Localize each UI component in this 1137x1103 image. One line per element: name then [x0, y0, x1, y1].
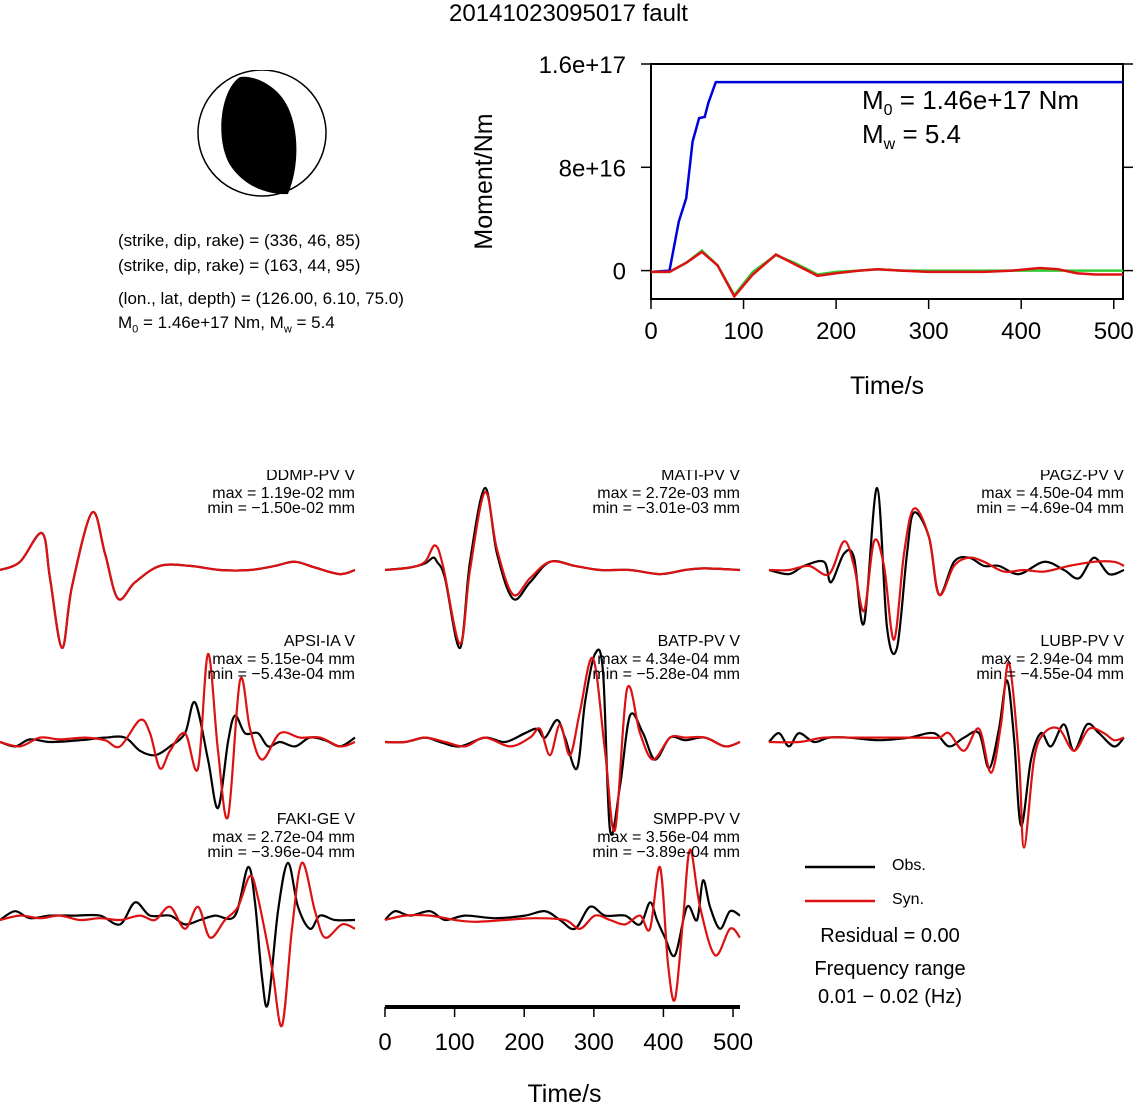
moment-annotation-mw: Mw = 5.4 — [862, 119, 962, 154]
moment-x-tick-label: 400 — [1001, 318, 1041, 345]
waveform-x-tick-label: 0 — [378, 1029, 391, 1056]
legend-obs-label: Obs. — [892, 857, 926, 874]
moment-y-axis-label: Moment/Nm — [470, 113, 498, 249]
moment-series-moment — [650, 80, 1123, 274]
waveform-min-label: min = −5.43e-04 mm — [207, 666, 355, 683]
waveform-min-label: min = −4.55e-04 mm — [976, 666, 1124, 683]
focal-plane-1: (strike, dip, rake) = (336, 46, 85) — [118, 231, 361, 250]
waveform-obs-trace — [0, 861, 356, 1008]
waveform-min-label: min = −3.89e-04 mm — [592, 844, 740, 861]
frequency-range-value: 0.01 − 0.02 (Hz) — [818, 986, 962, 1008]
waveform-station-name: BATP-PV V — [658, 633, 741, 650]
moment-x-axis-label: Time/s — [850, 372, 924, 400]
frequency-range-label: Frequency range — [814, 958, 966, 980]
waveform-max-label: max = 5.15e-04 mm — [212, 651, 355, 668]
waveform-station-name: LUBP-PV V — [1040, 633, 1124, 650]
waveform-max-label: max = 1.19e-02 mm — [212, 485, 355, 502]
waveform-syn-trace — [0, 652, 356, 820]
waveform-station-name: MATI-PV V — [661, 470, 740, 484]
waveform-max-label: max = 3.56e-04 mm — [597, 829, 740, 846]
waveform-obs-trace — [0, 701, 356, 810]
moment-annotation-m0: M0 = 1.46e+17 Nm — [862, 85, 1080, 120]
waveform-min-label: min = −1.50e-02 mm — [207, 500, 355, 517]
waveform-syn-trace — [384, 848, 741, 1002]
waveform-x-axis-label: Time/s — [527, 1080, 601, 1103]
waveform-syn-trace — [0, 511, 356, 650]
source-location: (lon., lat, depth) = (126.00, 6.10, 75.0… — [118, 289, 404, 308]
waveform-syn-trace — [768, 661, 1125, 849]
moment-x-tick-label: 300 — [909, 318, 949, 345]
waveform-station-name: FAKI-GE V — [277, 811, 356, 828]
waveform-station-name: SMPP-PV V — [653, 811, 740, 828]
moment-x-tick-label: 200 — [816, 318, 856, 345]
waveform-syn-trace — [384, 656, 741, 833]
moment-series-syn — [651, 250, 1123, 299]
waveform-min-label: min = −3.96e-04 mm — [207, 844, 355, 861]
focal-plane-2: (strike, dip, rake) = (163, 44, 95) — [118, 256, 361, 275]
waveform-obs-trace — [384, 879, 741, 958]
legend — [805, 865, 875, 903]
waveform-x-tick-label: 300 — [574, 1029, 614, 1056]
waveform-max-label: max = 2.72e-04 mm — [212, 829, 355, 846]
waveform-obs-trace — [768, 486, 1125, 655]
waveform-station-name: APSI-IA V — [284, 633, 355, 650]
waveform-min-label: min = −3.01e-03 mm — [592, 500, 740, 517]
legend-syn-label: Syn. — [892, 891, 925, 908]
moment-y-tick-label: 1.6e+17 — [539, 52, 626, 79]
waveform-x-tick-label: 500 — [713, 1029, 753, 1056]
waveform-max-label: max = 2.94e-04 mm — [981, 651, 1124, 668]
waveform-obs-trace — [0, 511, 356, 650]
waveform-x-tick-label: 100 — [435, 1029, 475, 1056]
waveform-max-label: max = 4.50e-04 mm — [981, 485, 1124, 502]
waveform-station-name: DDMP-PV V — [266, 470, 355, 484]
focal-mechanism-beachball — [197, 70, 327, 197]
moment-summary: M0 = 1.46e+17 Nm, Mw = 5.4 — [118, 313, 335, 336]
page-title: 20141023095017 fault — [449, 0, 688, 27]
waveform-station-name: PAGZ-PV V — [1040, 470, 1124, 484]
waveform-max-label: max = 4.34e-04 mm — [597, 651, 740, 668]
moment-x-tick-label: 100 — [724, 318, 764, 345]
waveform-x-tick-label: 200 — [504, 1029, 544, 1056]
waveform-x-tick-label: 400 — [643, 1029, 683, 1056]
waveform-syn-trace — [384, 490, 741, 645]
moment-y-tick-label: 8e+16 — [559, 155, 626, 182]
moment-x-tick-label: 500 — [1094, 318, 1134, 345]
moment-y-tick-label: 0 — [613, 259, 626, 286]
residual-label: Residual = 0.00 — [820, 925, 960, 947]
moment-plot-frame — [650, 63, 1124, 300]
waveform-syn-trace — [768, 507, 1125, 641]
waveform-min-label: min = −5.28e-04 mm — [592, 666, 740, 683]
waveform-max-label: max = 2.72e-03 mm — [597, 485, 740, 502]
waveform-syn-trace — [0, 861, 356, 1028]
waveform-obs-trace — [768, 679, 1125, 827]
moment-chart: 0 100 200 300 400 500 0 8e+16 1.6e+17 Time/s Momen… — [470, 52, 1134, 400]
waveform-min-label: min = −4.69e-04 mm — [976, 500, 1124, 517]
moment-x-tick-label: 0 — [644, 318, 657, 345]
